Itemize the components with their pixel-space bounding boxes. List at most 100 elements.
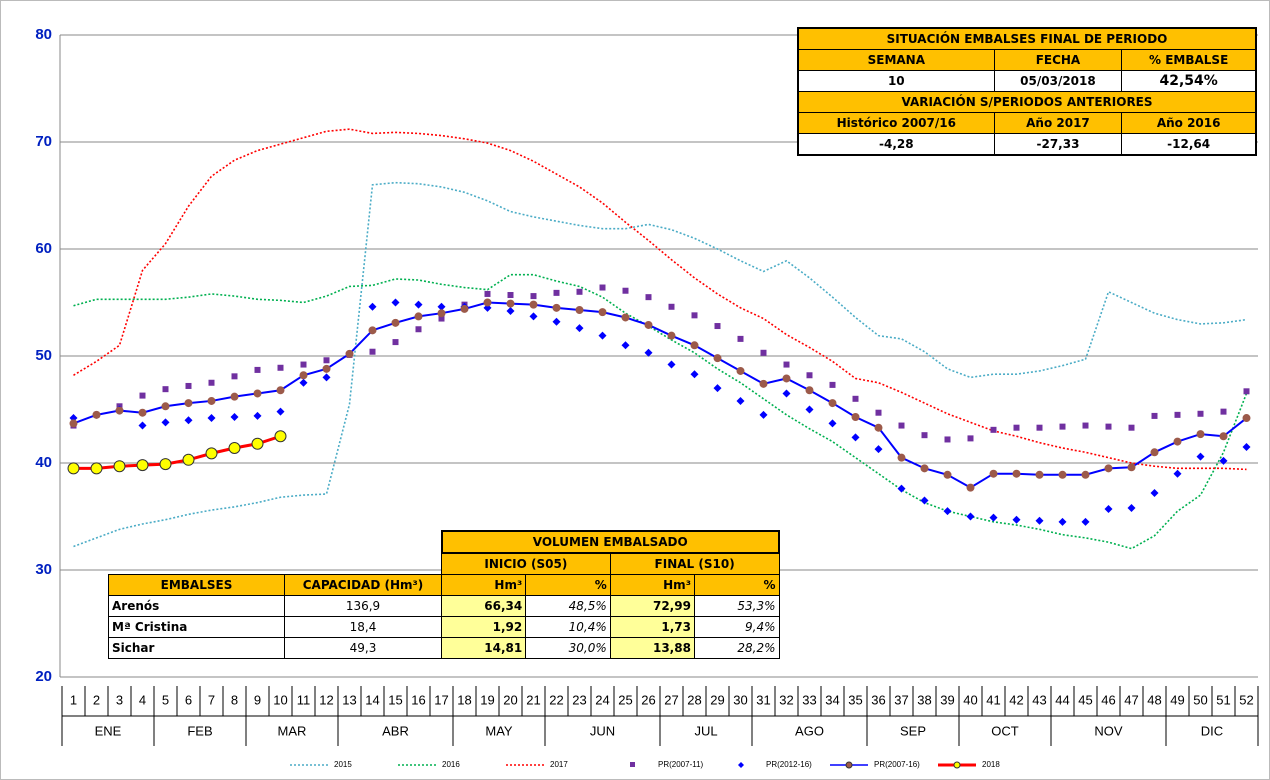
marker [300,361,307,368]
legend-label: PR(2007-16) [874,760,920,769]
situation-table: SITUACIÓN EMBALSES FINAL DE PERIODO SEMA… [797,27,1257,156]
cell: 42,54% [1121,70,1257,92]
marker [415,326,422,333]
marker [897,484,906,493]
y-tick-label: 40 [35,454,52,471]
marker [782,374,791,383]
marker [437,302,446,311]
marker [1081,517,1090,526]
marker [1128,424,1135,431]
legend-label: 2017 [550,760,568,769]
series-line [73,128,1247,471]
marker [113,460,126,473]
x-tick-label: 23 [572,692,586,707]
marker [783,361,790,368]
x-tick-label: 25 [618,692,632,707]
marker [967,435,974,442]
marker [139,392,146,399]
x-tick-label: 21 [526,692,540,707]
cell: Sichar [108,637,285,659]
marker [1058,517,1067,526]
month-label: JUN [590,723,615,738]
marker [736,366,745,375]
marker [622,287,629,294]
marker [161,418,170,427]
header: Histórico 2007/16 [797,112,995,134]
marker [1151,412,1158,419]
marker [1012,469,1021,478]
marker [182,453,195,466]
marker [1104,464,1113,473]
cell: 48,5% [525,595,611,617]
marker [943,470,952,479]
marker [1173,469,1182,478]
x-tick-label: 13 [342,692,356,707]
marker [159,458,172,471]
marker [737,335,744,342]
marker [575,324,584,333]
month-label: MAY [485,723,513,738]
marker [323,357,330,364]
marker [185,382,192,389]
month-label: FEB [187,723,212,738]
cell: 10 [797,70,995,92]
marker [1242,442,1251,451]
marker [875,409,882,416]
marker [90,462,103,475]
marker [990,426,997,433]
x-tick-label: 15 [388,692,402,707]
marker [529,312,538,321]
month-label: OCT [991,723,1019,738]
cell: 66,34 [440,595,527,617]
y-tick-label: 50 [35,347,52,364]
x-tick-label: 12 [319,692,333,707]
marker [1081,470,1090,479]
marker [645,294,652,301]
legend-swatch [845,761,853,769]
marker [760,349,767,356]
cell: 72,99 [609,595,695,617]
marker [1197,410,1204,417]
marker [806,372,813,379]
cell: 13,88 [609,637,695,659]
marker [208,379,215,386]
marker [391,318,400,327]
x-tick-label: 1 [70,692,77,707]
marker [1035,516,1044,525]
header: % EMBALSE [1121,49,1257,71]
marker [644,320,653,329]
marker [851,412,860,421]
marker [253,411,262,420]
x-tick-label: 18 [457,692,471,707]
marker [644,348,653,357]
marker [553,289,560,296]
header: Hm³ [440,574,527,596]
month-label: SEP [900,723,926,738]
x-tick-label: 52 [1239,692,1253,707]
legend-swatch [738,762,744,768]
cell: -12,64 [1121,133,1257,156]
x-tick-label: 35 [848,692,862,707]
cell: 18,4 [284,616,442,638]
y-tick-label: 20 [35,668,52,685]
marker [691,312,698,319]
marker [805,386,814,395]
x-tick-label: 42 [1009,692,1023,707]
cell: 53,3% [693,595,780,617]
cell: 14,81 [440,637,527,659]
month-label: AGO [795,723,824,738]
marker [136,459,149,472]
marker [667,331,676,340]
x-tick-label: 38 [917,692,931,707]
marker [1013,424,1020,431]
marker [1059,423,1066,430]
marker [1127,463,1136,472]
marker [1104,505,1113,514]
x-tick-label: 17 [434,692,448,707]
marker [276,407,285,416]
marker [944,436,951,443]
marker [67,462,80,475]
month-label: JUL [694,723,717,738]
marker [714,323,721,330]
marker [392,339,399,346]
